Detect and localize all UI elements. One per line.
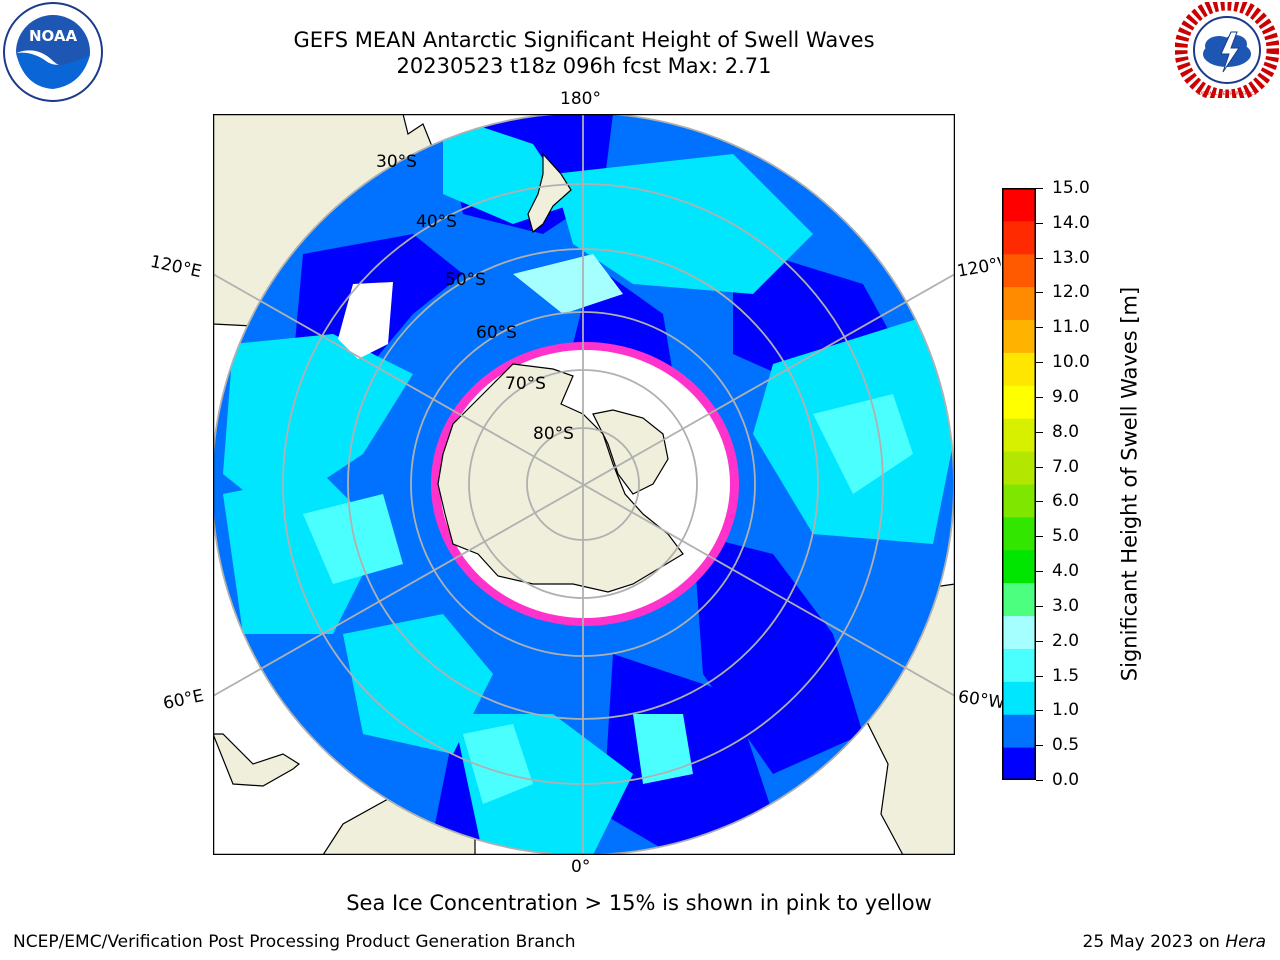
colorbar-bin <box>1002 648 1036 682</box>
colorbar-tick-mark <box>1036 501 1043 503</box>
colorbar-tick-mark <box>1036 396 1043 398</box>
map-title: GEFS MEAN Antarctic Significant Height o… <box>293 28 875 52</box>
credit-text: NCEP/EMC/Verification Post Processing Pr… <box>13 932 576 952</box>
colorbar-bin <box>1002 714 1036 748</box>
white-patch <box>338 282 393 359</box>
polar-stereographic-map <box>213 114 955 855</box>
colorbar-tick-label: 1.0 <box>1052 700 1080 721</box>
colorbar-tick-label: 6.0 <box>1052 491 1080 512</box>
colorbar-tick-label: 5.0 <box>1052 526 1080 547</box>
lat-label-80s: 80°S <box>533 424 574 444</box>
colorbar-tick-label: 8.0 <box>1052 421 1080 442</box>
lat-label-30s: 30°S <box>376 152 417 172</box>
colorbar-tick-mark <box>1036 571 1043 573</box>
colorbar-tick-mark <box>1036 675 1043 677</box>
colorbar-tick-label: 2.0 <box>1052 630 1080 651</box>
date-text: 25 May 2023 on <box>1082 932 1220 952</box>
colorbar-bin <box>1002 451 1036 485</box>
colorbar-title: Significant Height of Swell Waves [m] <box>1117 286 1142 682</box>
colorbar-tick-mark <box>1036 536 1043 538</box>
noaa-logo-text: NOAA <box>29 27 78 45</box>
lon-label-60e: 60°E <box>161 685 206 715</box>
colorbar-tick-label: 0.0 <box>1052 770 1080 790</box>
lat-label-50s: 50°S <box>445 270 486 290</box>
colorbar-tick-mark <box>1036 327 1043 329</box>
colorbar-tick-label: 14.0 <box>1052 212 1090 233</box>
colorbar-tick-mark <box>1036 745 1043 747</box>
nws-logo-text: NATIONAL WEATHER SERVICE <box>1197 91 1257 96</box>
colorbar-bin <box>1002 747 1036 780</box>
colorbar-tick-label: 7.0 <box>1052 456 1080 477</box>
colorbar-tick-label: 13.0 <box>1052 247 1090 268</box>
colorbar-tick-mark <box>1036 431 1043 433</box>
colorbar-bin <box>1002 484 1036 518</box>
nws-logo: NATIONAL WEATHER SERVICE <box>1175 2 1279 98</box>
colorbar-bin <box>1002 385 1036 419</box>
lon-label-120e: 120°E <box>148 251 204 283</box>
colorbar-tick-label: 0.5 <box>1052 735 1080 756</box>
colorbar-bin <box>1002 582 1036 617</box>
date-host: 25 May 2023 on Hera <box>1083 932 1267 952</box>
colorbar-bin <box>1002 319 1036 353</box>
antarctica-land <box>437 363 684 593</box>
colorbar-tick-label: 10.0 <box>1052 352 1090 373</box>
lon-label-0: 0° <box>571 857 591 877</box>
colorbar-bin <box>1002 352 1036 386</box>
colorbar-bin <box>1002 549 1036 584</box>
madagascar-land <box>213 733 301 787</box>
colorbar-tick-mark <box>1036 605 1043 607</box>
lat-label-40s: 40°S <box>416 212 457 232</box>
host-name: Hera <box>1225 932 1266 952</box>
colorbar-bin <box>1002 615 1036 649</box>
colorbar-tick-label: 12.0 <box>1052 282 1090 303</box>
colorbar <box>1002 188 1036 780</box>
colorbar-tick-mark <box>1036 710 1043 712</box>
lat-label-60s: 60°S <box>476 323 517 343</box>
colorbar-tick-mark <box>1036 780 1043 781</box>
map-border <box>213 114 955 855</box>
colorbar-bin <box>1002 220 1036 255</box>
antarctica-land-east <box>592 409 669 495</box>
colorbar-tick-label: 9.0 <box>1052 386 1080 407</box>
lon-label-60w: 60°W <box>956 687 1004 713</box>
colorbar-tick-mark <box>1036 466 1043 468</box>
colorbar-bin <box>1002 188 1036 222</box>
colorbar-tick-label: 4.0 <box>1052 561 1080 582</box>
colorbar-tick-label: 11.0 <box>1052 317 1090 338</box>
sea-ice-footnote: Sea Ice Concentration > 15% is shown in … <box>346 891 932 915</box>
lon-label-180: 180° <box>560 89 601 109</box>
colorbar-tick-mark <box>1036 362 1043 364</box>
colorbar-tick-label: 1.5 <box>1052 665 1080 686</box>
colorbar-bin <box>1002 286 1036 321</box>
colorbar-bin <box>1002 418 1036 452</box>
colorbar-tick-mark <box>1036 640 1043 642</box>
lon-label-120w: 120°W <box>955 254 1003 282</box>
colorbar-tick-mark <box>1036 188 1043 189</box>
colorbar-tick-mark <box>1036 292 1043 294</box>
colorbar-tick-mark <box>1036 257 1043 259</box>
colorbar-bin <box>1002 253 1036 288</box>
lat-label-70s: 70°S <box>505 374 546 394</box>
colorbar-tick-label: 3.0 <box>1052 595 1080 616</box>
colorbar-tick-label: 15.0 <box>1052 178 1090 198</box>
noaa-logo: NOAA <box>3 2 103 102</box>
colorbar-tick-mark <box>1036 222 1043 224</box>
map-subtitle: 20230523 t18z 096h fcst Max: 2.71 <box>396 54 772 78</box>
colorbar-bin <box>1002 516 1036 551</box>
new-zealand-land <box>527 152 572 234</box>
colorbar-bin <box>1002 681 1036 715</box>
